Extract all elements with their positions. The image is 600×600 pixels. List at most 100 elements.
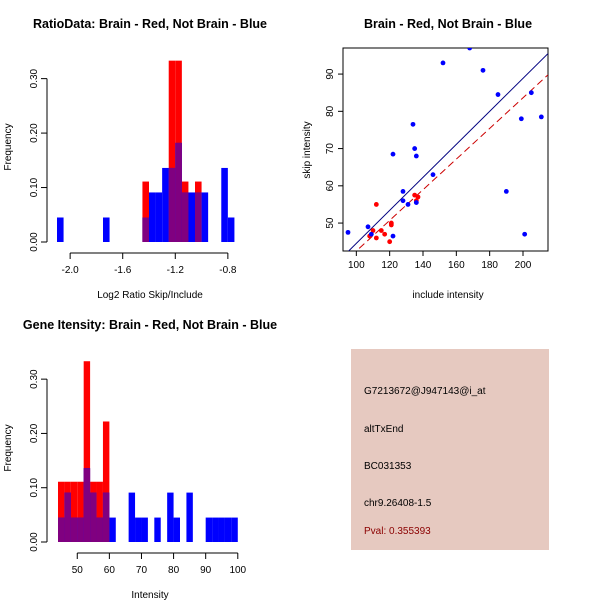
- bar-not-brain: [109, 517, 116, 542]
- point-not-brain: [467, 48, 473, 51]
- point-brain: [415, 194, 421, 200]
- bar-overlap: [142, 217, 149, 242]
- bar-not-brain: [162, 167, 169, 242]
- point-not-brain: [412, 146, 418, 151]
- x-tick-label: 50: [72, 565, 84, 576]
- y-tick-label: 70: [325, 143, 336, 155]
- point-not-brain: [430, 172, 436, 178]
- bar-not-brain: [128, 492, 136, 542]
- x-tick-label: -2.0: [62, 265, 80, 276]
- x-tick-label: 100: [348, 260, 365, 271]
- bar-not-brain: [173, 517, 180, 542]
- bar-not-brain: [135, 517, 142, 542]
- bar-overlap: [58, 517, 65, 542]
- y-tick-label: 0.00: [29, 532, 40, 552]
- point-brain: [382, 231, 388, 237]
- y-tick-label: 80: [325, 105, 336, 117]
- bar-not-brain: [167, 492, 174, 542]
- point-not-brain: [390, 151, 396, 157]
- bar-overlap: [64, 492, 71, 542]
- location-text: chr9.26408-1.5: [364, 498, 432, 509]
- point-not-brain: [522, 231, 528, 237]
- point-brain: [378, 228, 384, 233]
- scatter-frame: [342, 47, 549, 252]
- bar-brain: [142, 181, 149, 242]
- bar-brain: [58, 481, 65, 542]
- bar-not-brain: [149, 192, 156, 242]
- ratio-chart-title: RatioData: Brain - Red, Not Brain - Blue: [33, 17, 267, 31]
- bar-not-brain: [205, 517, 213, 542]
- bar-brain: [77, 481, 84, 542]
- bar-not-brain: [186, 492, 193, 542]
- y-tick-label: 0.20: [29, 423, 40, 443]
- point-not-brain: [400, 198, 406, 204]
- x-tick-label: 160: [448, 260, 465, 271]
- bar-not-brain: [201, 192, 209, 242]
- x-tick-label: 90: [200, 565, 212, 576]
- bar-not-brain: [221, 167, 228, 242]
- y-tick-label: 0.10: [29, 478, 40, 498]
- y-tick-label: 50: [325, 217, 336, 229]
- bar-not-brain: [218, 517, 225, 542]
- y-tick-label: 60: [325, 180, 336, 192]
- bar-overlap: [96, 517, 103, 542]
- bar-not-brain: [212, 517, 219, 542]
- bar-overlap: [83, 468, 91, 542]
- bar-overlap: [175, 142, 182, 242]
- scatter-y-label: skip intensity: [302, 121, 313, 178]
- bar-overlap: [90, 492, 97, 542]
- bar-not-brain: [103, 217, 110, 242]
- point-not-brain: [368, 231, 374, 237]
- bar-overlap: [77, 517, 84, 542]
- y-tick-label: 0.20: [29, 123, 40, 143]
- point-brain: [388, 222, 394, 228]
- bar-brain: [70, 481, 78, 542]
- point-not-brain: [405, 202, 411, 207]
- point-not-brain: [480, 67, 486, 73]
- y-tick-label: 0.30: [29, 68, 40, 88]
- accession-text: BC031353: [364, 461, 412, 472]
- x-tick-label: 140: [415, 260, 432, 271]
- scatter-plot-area: 100 120 140 160 180 200 50 60 70 80 90: [325, 47, 549, 271]
- bar-brain: [168, 60, 176, 242]
- bar-not-brain: [141, 517, 148, 542]
- y-tick-label: 90: [325, 68, 336, 80]
- bar-overlap: [70, 517, 78, 542]
- gene-y-label: Frequency: [3, 424, 14, 471]
- fit-line-not-brain: [347, 53, 548, 251]
- point-brain: [373, 202, 379, 207]
- bar-not-brain: [155, 192, 163, 242]
- bar-brain: [102, 421, 110, 542]
- info-panel: G7213672@J947143@i_at altTxEnd BC031353 …: [351, 349, 549, 550]
- gene-x-label: Intensity: [131, 590, 168, 600]
- bar-not-brain: [224, 517, 232, 542]
- point-not-brain: [390, 233, 396, 239]
- y-tick-label: 0.30: [29, 369, 40, 389]
- point-not-brain: [400, 189, 406, 194]
- probe-id-text: G7213672@J947143@i_at: [364, 386, 486, 397]
- ratio-plot-area: -2.0 -1.6 -1.2 -0.8 0.00 0.10 0.20 0.30: [29, 60, 237, 276]
- point-not-brain: [345, 229, 351, 235]
- x-tick-label: 200: [515, 260, 532, 271]
- x-tick-label: -1.6: [114, 265, 132, 276]
- bar-overlap: [181, 192, 189, 242]
- y-tick-label: 0.00: [29, 232, 40, 252]
- x-tick-label: 60: [104, 565, 116, 576]
- point-not-brain: [528, 90, 534, 96]
- event-type-text: altTxEnd: [364, 424, 404, 435]
- x-tick-label: 70: [136, 565, 148, 576]
- bar-not-brain: [57, 217, 64, 242]
- x-tick-label: 120: [381, 260, 398, 271]
- point-brain: [387, 239, 393, 245]
- point-not-brain: [495, 92, 501, 97]
- bar-brain: [83, 361, 91, 542]
- scatter-marks: [345, 48, 548, 251]
- point-not-brain: [518, 116, 524, 122]
- x-tick-label: -1.2: [167, 265, 185, 276]
- bar-overlap: [195, 192, 202, 242]
- point-not-brain: [538, 114, 544, 120]
- bar-not-brain: [227, 217, 235, 242]
- point-not-brain: [440, 60, 446, 66]
- x-tick-label: 100: [229, 565, 246, 576]
